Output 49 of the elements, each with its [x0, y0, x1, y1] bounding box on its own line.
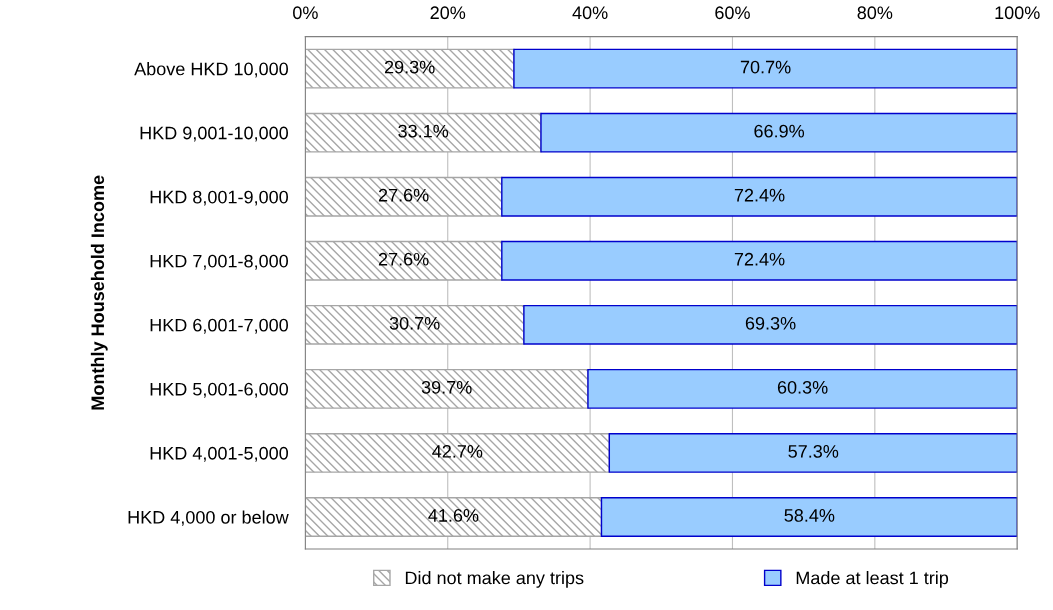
data-label: 41.6% [428, 509, 479, 522]
x-tick-label: 20% [430, 6, 466, 20]
data-label: 33.1% [398, 124, 449, 138]
y-tick-label: HKD 6,001-7,000 [150, 318, 289, 334]
data-label: 39.7% [421, 380, 472, 394]
data-label: 27.6% [378, 188, 429, 202]
y-tick-label: Above HKD 10,000 [134, 62, 288, 78]
bar [305, 304, 525, 345]
data-label: 29.3% [384, 60, 435, 74]
y-tick-label: HKD 4,001-5,000 [150, 446, 289, 462]
bar [501, 240, 1018, 281]
data-label: 66.9% [754, 124, 805, 138]
data-label: 72.4% [734, 252, 785, 266]
x-tick-label: 100% [995, 6, 1040, 20]
data-label: 72.4% [734, 188, 785, 202]
bar [513, 48, 1018, 89]
legend-label: Made at least 1 trip [796, 571, 949, 588]
data-label: 58.4% [784, 509, 835, 522]
y-tick-label: HKD 4,000 or below [128, 510, 289, 526]
y-tick-label: HKD 5,001-6,000 [150, 382, 289, 398]
bar [608, 433, 1018, 473]
bar [305, 368, 589, 409]
bar [305, 48, 515, 89]
bar [305, 176, 503, 217]
data-label: 57.3% [788, 444, 839, 458]
bar [305, 433, 611, 473]
y-tick-label: HKD 9,001-10,000 [140, 126, 289, 142]
data-label: 69.3% [745, 316, 796, 330]
x-tick-label: 40% [572, 6, 608, 20]
bar [600, 497, 1018, 537]
y-tick-label: HKD 8,001-9,000 [150, 190, 289, 206]
x-tick-label: 60% [715, 6, 750, 20]
x-tick-label: 0% [293, 6, 318, 20]
y-tick-label: HKD 7,001-8,000 [150, 254, 289, 270]
bar [587, 368, 1018, 409]
y-axis-title: Monthly Household Income [90, 175, 108, 410]
data-label: 42.7% [432, 444, 483, 458]
bar [523, 304, 1018, 345]
data-label: 70.7% [740, 60, 791, 74]
x-tick-label: 80% [857, 6, 893, 20]
legend-label: Did not make any trips [405, 571, 584, 588]
bar [305, 497, 603, 537]
bar [305, 112, 542, 153]
bar [540, 112, 1018, 153]
data-label: 27.6% [378, 252, 429, 266]
data-label: 30.7% [389, 316, 440, 330]
bar [501, 176, 1018, 217]
bar [305, 240, 503, 281]
data-label: 60.3% [777, 380, 828, 394]
